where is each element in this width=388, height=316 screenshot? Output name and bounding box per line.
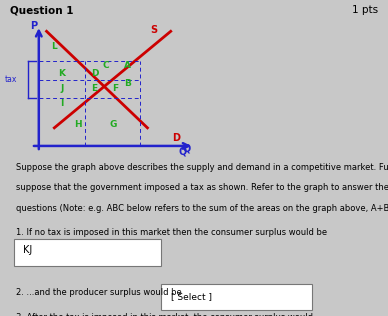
Text: Q: Q <box>182 144 191 154</box>
Text: suppose that the government imposed a tax as shown. Refer to the graph to answer: suppose that the government imposed a ta… <box>16 183 388 192</box>
Text: Q: Q <box>178 146 187 156</box>
Text: Suppose the graph above describes the supply and demand in a competitive market.: Suppose the graph above describes the su… <box>16 163 388 172</box>
Text: J: J <box>61 83 64 93</box>
Text: L: L <box>52 42 57 52</box>
Text: 1. If no tax is imposed in this market then the consumer surplus would be: 1. If no tax is imposed in this market t… <box>16 228 327 236</box>
Text: S: S <box>151 25 158 34</box>
Text: G: G <box>109 120 117 129</box>
FancyBboxPatch shape <box>14 240 161 266</box>
Text: K: K <box>59 69 66 78</box>
Text: D: D <box>91 69 99 78</box>
Text: A: A <box>124 61 131 70</box>
Text: KJ: KJ <box>23 245 33 255</box>
FancyBboxPatch shape <box>161 284 312 310</box>
Text: Question 1: Question 1 <box>10 5 73 15</box>
Text: 1 pts: 1 pts <box>352 5 378 15</box>
Text: 2. ...and the producer surplus would be: 2. ...and the producer surplus would be <box>16 288 181 296</box>
Text: F: F <box>112 83 118 93</box>
Text: I: I <box>61 99 64 108</box>
Text: E: E <box>92 83 98 93</box>
Text: [ Select ]: [ Select ] <box>171 293 212 301</box>
Text: 3. After the tax is imposed in this market, the consumer surplus would: 3. After the tax is imposed in this mark… <box>16 313 312 316</box>
Text: B: B <box>124 79 131 88</box>
Text: P: P <box>31 21 38 31</box>
Text: H: H <box>74 120 81 129</box>
Text: questions (Note: e.g. ABC below refers to the sum of the areas on the graph abov: questions (Note: e.g. ABC below refers t… <box>16 204 388 213</box>
Text: D: D <box>172 133 180 143</box>
Text: tax: tax <box>5 75 17 84</box>
Text: C: C <box>102 61 109 70</box>
